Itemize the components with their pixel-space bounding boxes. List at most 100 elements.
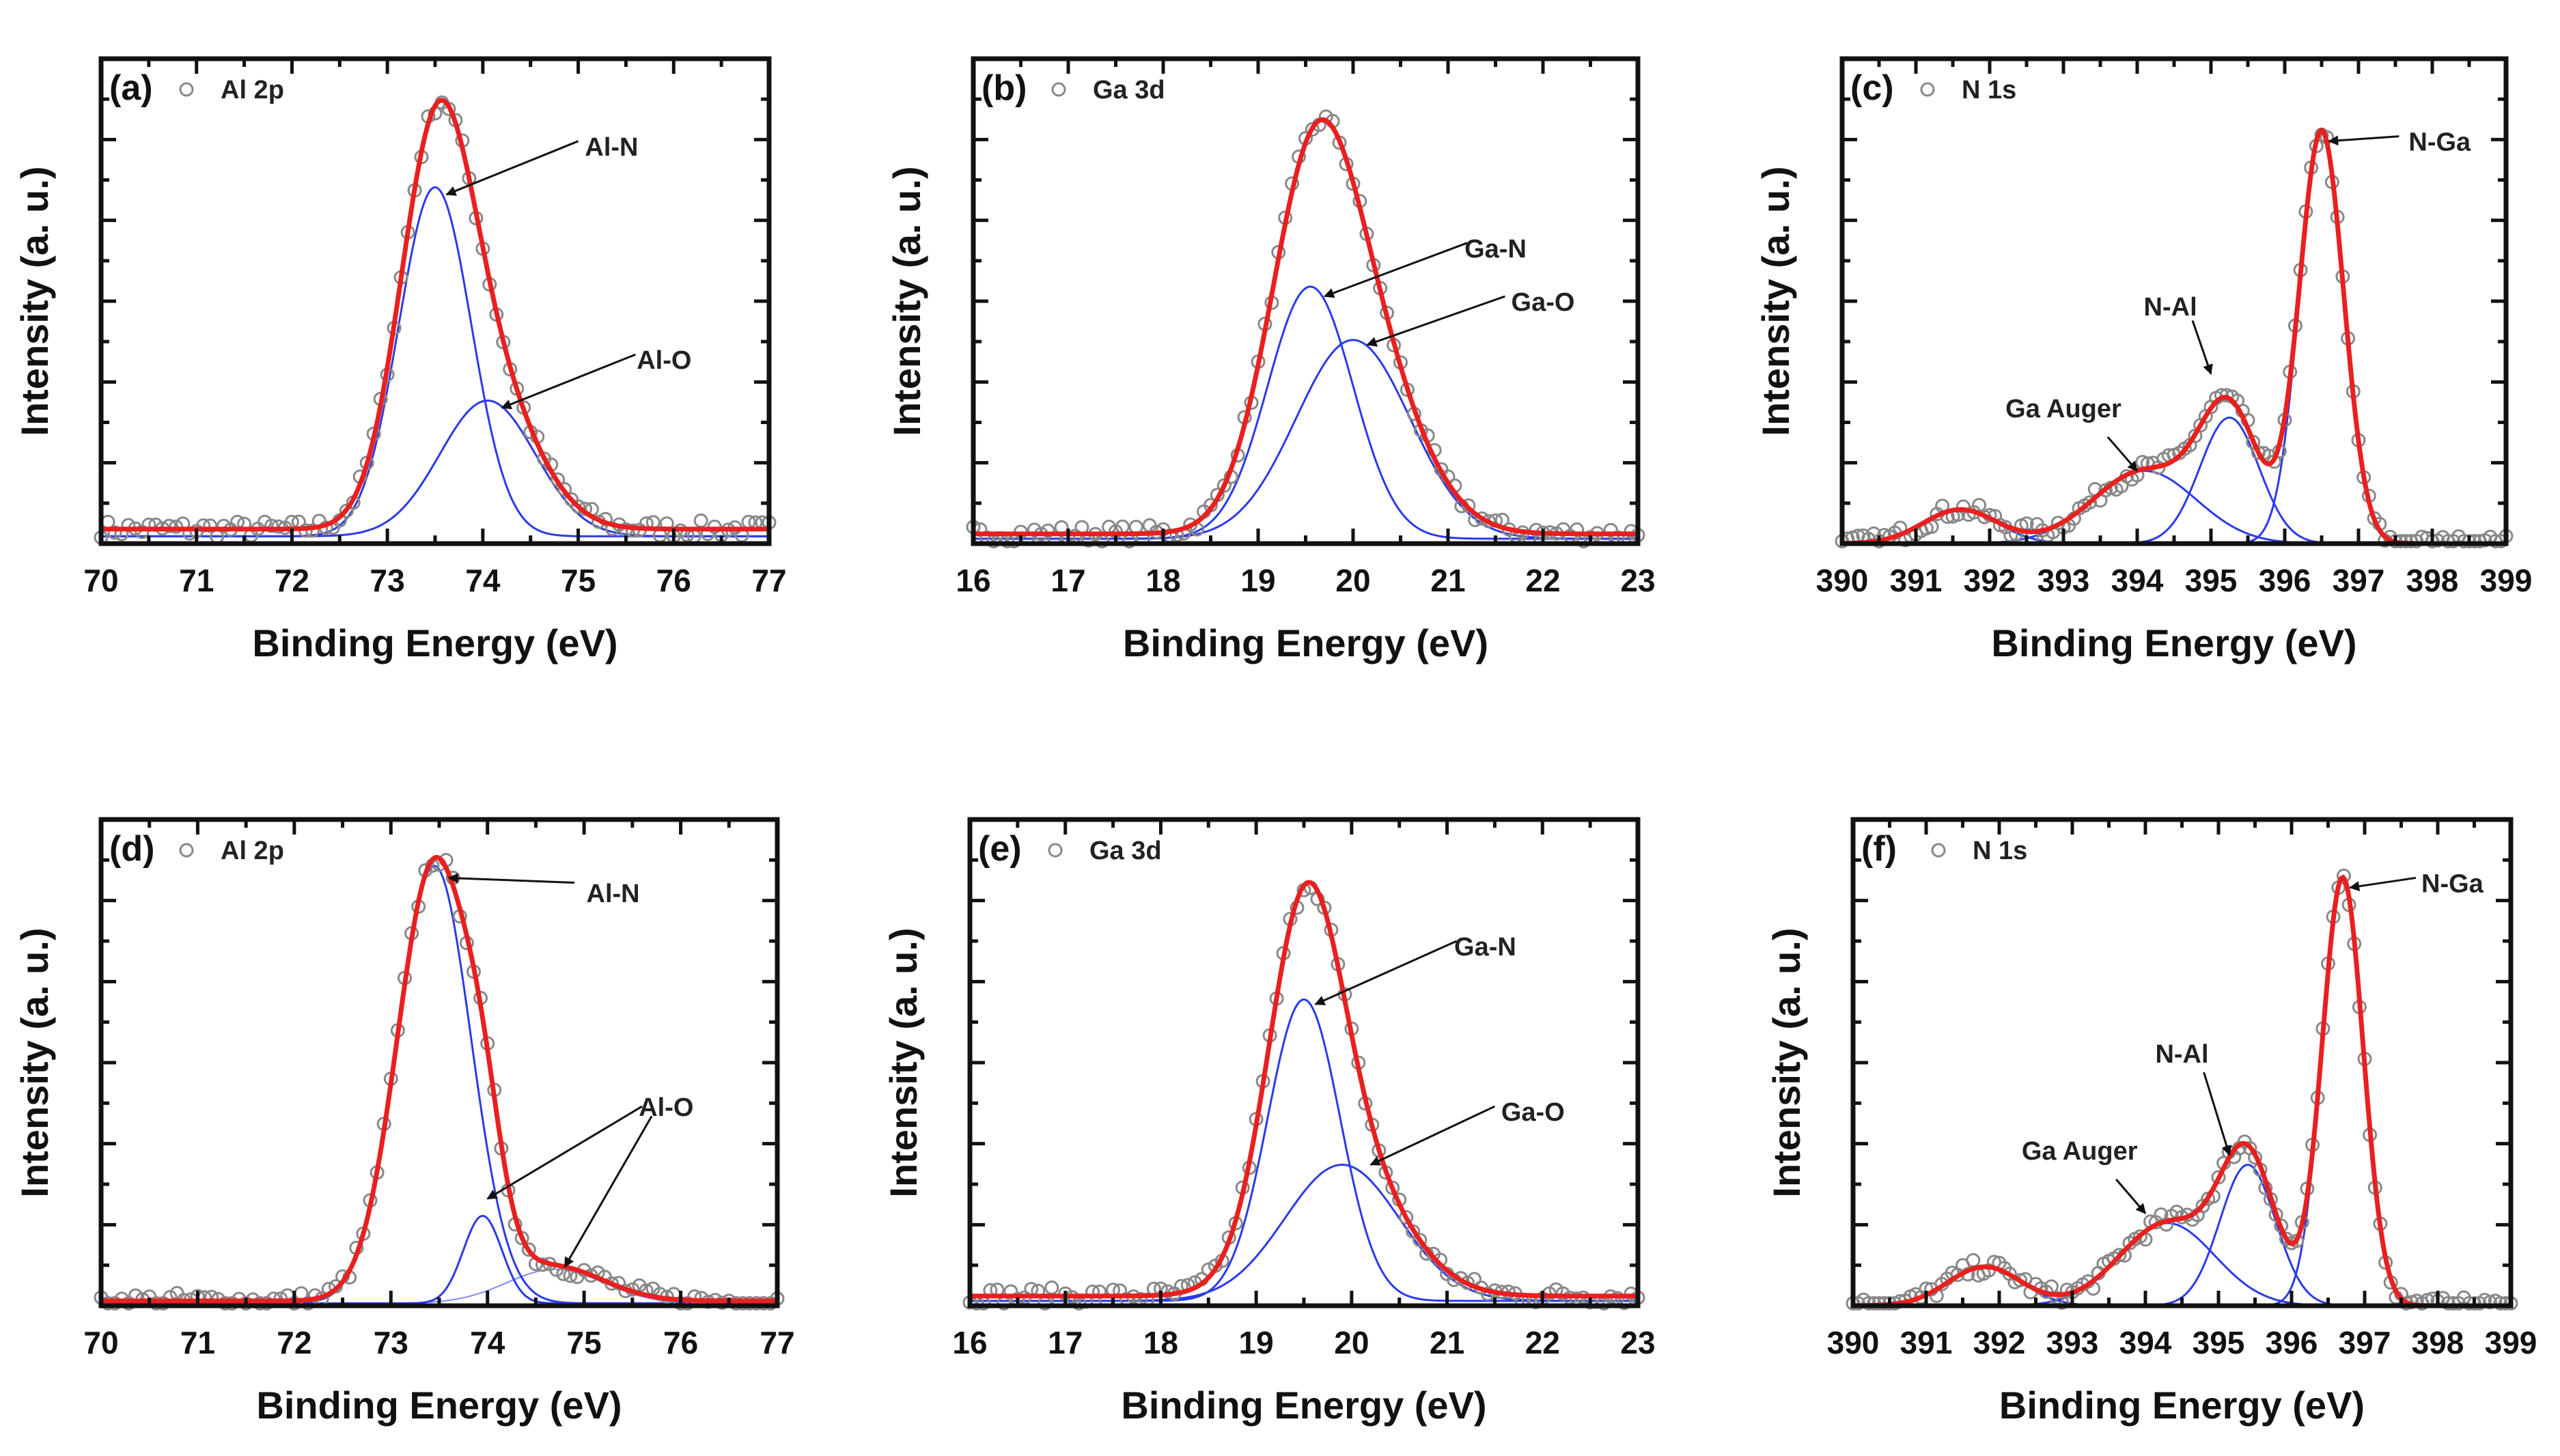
x-tick-label: 71 <box>179 563 214 598</box>
annotation-label: N-Al <box>2144 293 2197 322</box>
panel-label: (d) <box>109 829 154 869</box>
x-tick-label: 16 <box>956 563 990 598</box>
x-tick-label: 17 <box>1048 1325 1083 1360</box>
annotation-arrow <box>1366 295 1505 347</box>
legend-label: Al 2p <box>221 837 284 865</box>
x-tick-label: 17 <box>1051 563 1085 598</box>
data-point <box>2214 388 2229 403</box>
data-point <box>2083 495 2098 510</box>
data-point <box>162 518 177 533</box>
component-curve-ga-n <box>973 285 1638 540</box>
legend-label: Al 2p <box>221 76 284 104</box>
component-curve-n-ga <box>1853 876 2511 1307</box>
x-tick-label: 77 <box>760 1325 794 1360</box>
component-curve-ga-auger <box>1842 470 2506 545</box>
x-tick-label: 392 <box>1973 1325 2026 1360</box>
x-tick-label: 72 <box>275 563 309 598</box>
x-tick-label: 394 <box>2111 563 2164 598</box>
data-point <box>203 518 218 533</box>
x-axis-label: Binding Energy (eV) <box>1121 1384 1486 1427</box>
panel-f: 390 391 392 393 394 395 396 397 398 399 Binding En… <box>1765 817 2537 1427</box>
component-curve-al-n <box>101 865 777 1304</box>
legend-label: Ga 3d <box>1093 76 1165 104</box>
annotation-label: Ga-O <box>1501 1098 1565 1127</box>
panel-label: (c) <box>1850 68 1894 108</box>
panel-label: (e) <box>978 829 1022 869</box>
x-tick-label: 75 <box>567 1325 602 1360</box>
x-tick-label: 70 <box>83 563 118 598</box>
x-tick-label: 19 <box>1239 1325 1274 1360</box>
annotation-arrow <box>2115 1178 2147 1214</box>
x-tick-label: 23 <box>1620 563 1655 598</box>
data-point <box>1128 520 1143 535</box>
data-point <box>1413 1233 1428 1248</box>
x-tick-label: 71 <box>180 1325 215 1360</box>
annotation-arrow <box>2191 320 2213 375</box>
annotation-arrow <box>2203 1072 2232 1156</box>
x-tick-label: 397 <box>2333 563 2385 598</box>
component-curve-n-al <box>1853 1163 2511 1307</box>
annotation-arrow <box>486 1105 643 1200</box>
data-point <box>2112 1248 2127 1263</box>
data-point <box>1966 1252 1981 1268</box>
data-point <box>107 525 122 540</box>
data-point <box>571 499 586 514</box>
annotation-arrow <box>2349 876 2417 892</box>
data-point <box>2493 1296 2508 1311</box>
data-point <box>2446 1296 2461 1311</box>
component-curve-n-al <box>1842 416 2506 545</box>
data-point <box>625 523 640 538</box>
component-curve-al-o <box>101 1214 777 1304</box>
x-tick-label: 77 <box>751 563 786 598</box>
annotation-arrow <box>2106 436 2139 472</box>
data-point <box>1475 511 1490 526</box>
annotation-label: Al-N <box>585 133 638 162</box>
x-axis-label: Binding Energy (eV) <box>1991 621 2356 664</box>
x-tick-label: 22 <box>1525 563 1560 598</box>
x-axis-label: Binding Energy (eV) <box>1999 1384 2365 1427</box>
data-point <box>557 482 572 496</box>
x-tick-label: 393 <box>2037 563 2090 598</box>
legend-marker-icon <box>1920 82 1935 97</box>
annotation-arrow <box>445 140 579 196</box>
x-tick-label: 391 <box>1900 1325 1953 1360</box>
annotation-label: Ga Auger <box>2005 395 2121 423</box>
x-tick-label: 21 <box>1430 563 1465 598</box>
x-tick-label: 390 <box>1827 1325 1880 1360</box>
x-tick-label: 23 <box>1620 1325 1655 1360</box>
x-tick-label: 394 <box>2119 1325 2172 1360</box>
data-point <box>652 1287 667 1302</box>
annotation-label: N-Ga <box>2408 128 2471 157</box>
component-curve-ga-o <box>970 1163 1638 1302</box>
x-tick-label: 395 <box>2185 563 2238 598</box>
x-tick-label: 18 <box>1143 1325 1178 1360</box>
component-curve-ga-auger <box>1853 1222 2511 1307</box>
x-tick-label: 393 <box>2046 1325 2099 1360</box>
x-tick-label: 74 <box>465 563 501 598</box>
x-tick-label: 76 <box>663 1325 698 1360</box>
data-point <box>264 518 279 533</box>
x-tick-label: 398 <box>2412 1325 2464 1360</box>
x-tick-label: 396 <box>2259 563 2311 598</box>
x-tick-label: 18 <box>1145 563 1180 598</box>
legend-label: N 1s <box>1973 837 2027 865</box>
plot-frame <box>967 817 1641 1308</box>
data-point <box>2440 1296 2455 1311</box>
x-tick-label: 75 <box>561 563 596 598</box>
legend-marker-icon <box>179 843 194 858</box>
envelope-fit-curve <box>970 880 1638 1299</box>
envelope-fit-curve <box>973 117 1638 537</box>
x-axis-label: Binding Energy (eV) <box>1123 621 1488 664</box>
component-curve-al-o <box>101 400 769 537</box>
component-curve-ga-n <box>970 998 1638 1302</box>
annotation-arrow <box>1323 242 1468 298</box>
x-tick-label: 19 <box>1240 563 1275 598</box>
plot-frame <box>98 817 780 1308</box>
x-tick-label: 20 <box>1334 1325 1369 1360</box>
x-tick-label: 72 <box>277 1325 311 1360</box>
x-tick-label: 398 <box>2406 563 2459 598</box>
x-tick-label: 390 <box>1816 563 1869 598</box>
data-point <box>693 513 708 528</box>
annotation-label: Al-N <box>587 880 640 908</box>
data-point <box>1044 1280 1059 1295</box>
